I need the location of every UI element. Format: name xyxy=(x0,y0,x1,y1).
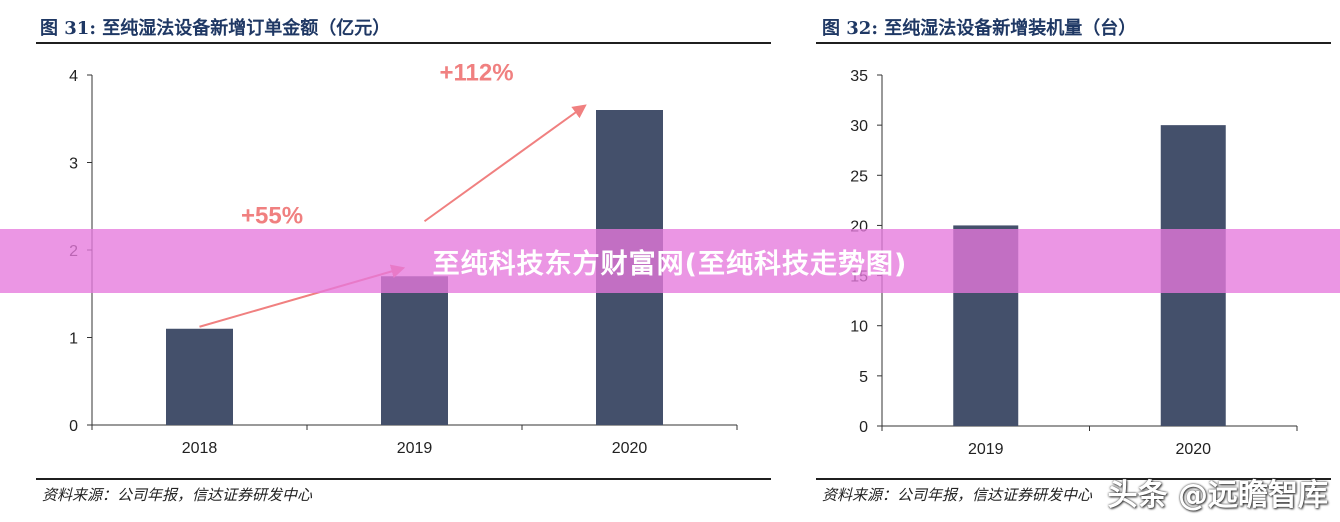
fig31-x-tick-label-2020: 2020 xyxy=(612,440,648,457)
growth-arrow-2019-2020 xyxy=(423,104,587,223)
figure-31-title-rule xyxy=(36,42,771,44)
figure-32-title-rule xyxy=(816,42,1331,44)
fig31-x-tick-label-2018: 2018 xyxy=(182,440,218,457)
fig32-x-tick-label-2020: 2020 xyxy=(1175,441,1211,458)
overlay-banner-text[interactable]: 至纯科技东方财富网(至纯科技走势图) xyxy=(432,248,908,280)
fig32-y-tick-label: 25 xyxy=(850,168,868,185)
figure-31-source: 资料来源：公司年报，信达证券研发中心 xyxy=(42,486,313,504)
fig32-x-tick-label-2019: 2019 xyxy=(968,441,1004,458)
figure-31-bottom-rule xyxy=(36,478,771,480)
figure-31-title: 图 31: 至纯湿法设备新增订单金额（亿元） xyxy=(40,18,391,39)
fig32-y-tick-label: 0 xyxy=(859,419,868,436)
growth-label-2019-2020: +112% xyxy=(440,60,514,87)
fig31-y-tick-label: 4 xyxy=(69,68,78,85)
fig31-y-tick-label: 3 xyxy=(69,156,78,173)
growth-label-2018-2019: +55% xyxy=(241,203,303,230)
fig31-x-tick-label-2019: 2019 xyxy=(397,440,433,457)
fig31-bar-2018 xyxy=(166,328,233,425)
fig31-bar-2019 xyxy=(381,276,448,425)
fig31-y-tick-label: 1 xyxy=(69,331,78,348)
fig32-y-tick-label: 35 xyxy=(850,68,868,85)
figure-32-panel: 图 32: 至纯湿法设备新增装机量（台） 0510152025303520192… xyxy=(810,0,1340,522)
fig31-y-tick-label: 0 xyxy=(69,418,78,435)
figure-32-source: 资料来源：公司年报，信达证券研发中心 xyxy=(822,486,1093,504)
fig32-y-tick-label: 5 xyxy=(859,369,868,386)
figure-32-title: 图 32: 至纯湿法设备新增装机量（台） xyxy=(822,18,1137,39)
fig32-y-tick-label: 30 xyxy=(850,118,868,135)
figure-32-bottom-rule xyxy=(816,478,1331,480)
fig32-y-tick-label: 10 xyxy=(850,319,868,336)
overlay-banner[interactable]: 至纯科技东方财富网(至纯科技走势图) xyxy=(0,229,1340,293)
watermark: 头条 @远瞻智库 xyxy=(1107,478,1328,513)
